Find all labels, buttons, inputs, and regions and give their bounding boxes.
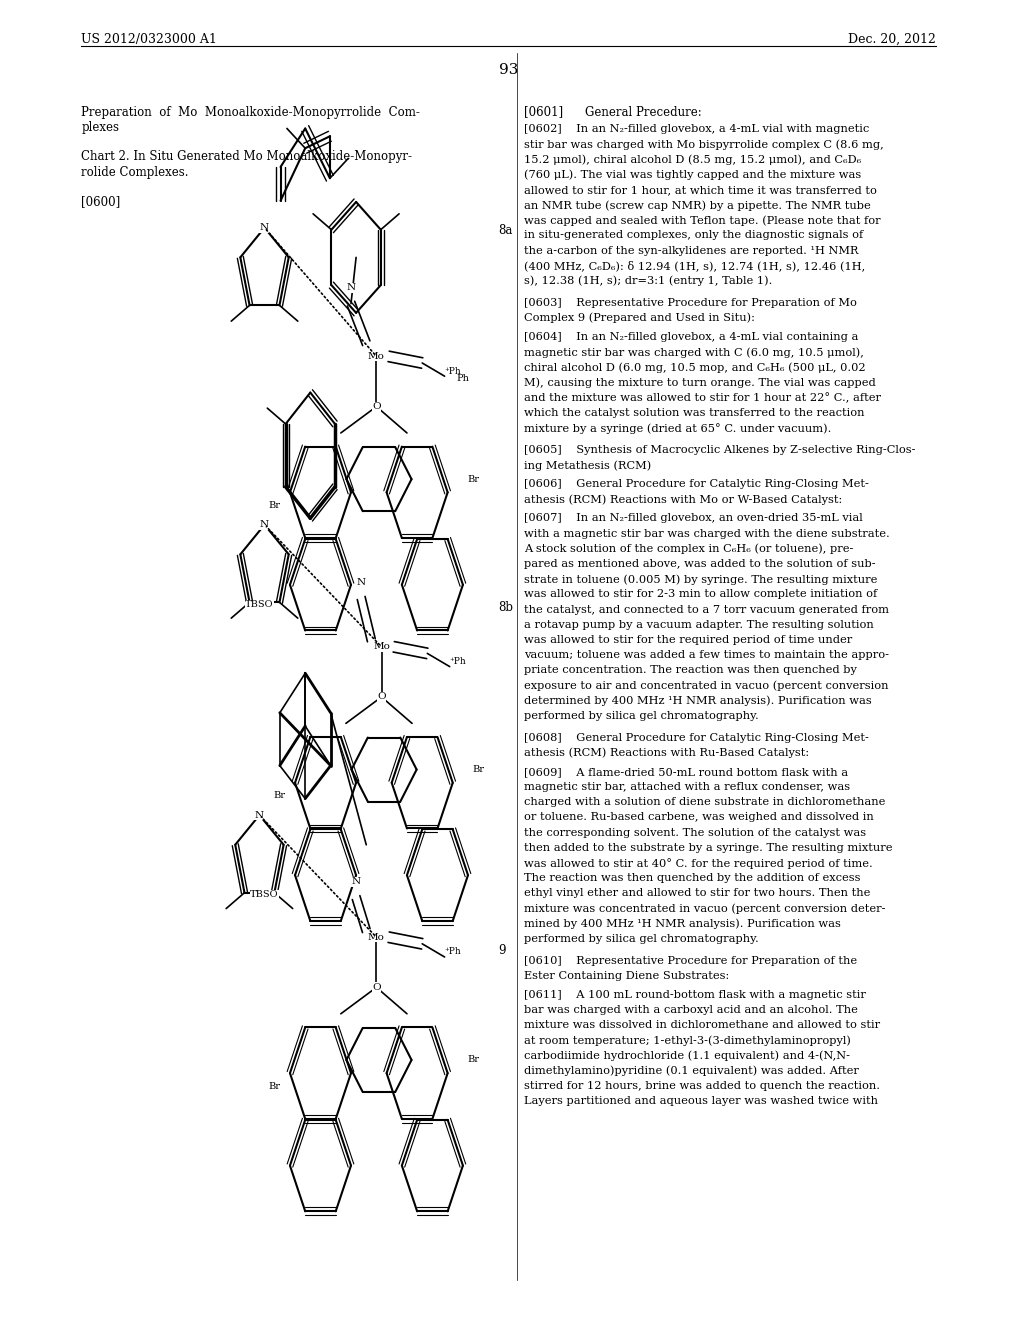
Text: was allowed to stir for the required period of time under: was allowed to stir for the required per… <box>524 635 852 645</box>
Text: O: O <box>377 693 386 701</box>
Text: bar was charged with a carboxyl acid and an alcohol. The: bar was charged with a carboxyl acid and… <box>524 1006 858 1015</box>
Text: ⁺Ph: ⁺Ph <box>444 948 462 957</box>
Text: [0603]    Representative Procedure for Preparation of Mo: [0603] Representative Procedure for Prep… <box>524 297 857 308</box>
Text: O: O <box>372 403 381 411</box>
Text: 93: 93 <box>499 63 518 78</box>
Text: N: N <box>351 878 360 886</box>
Text: dimethylamino)pyridine (0.1 equivalent) was added. After: dimethylamino)pyridine (0.1 equivalent) … <box>524 1067 859 1077</box>
Text: charged with a solution of diene substrate in dichloromethane: charged with a solution of diene substra… <box>524 797 886 808</box>
Text: then added to the substrate by a syringe. The resulting mixture: then added to the substrate by a syringe… <box>524 843 893 853</box>
Text: performed by silica gel chromatography.: performed by silica gel chromatography. <box>524 935 759 944</box>
Text: mixture was dissolved in dichloromethane and allowed to stir: mixture was dissolved in dichloromethane… <box>524 1020 880 1031</box>
Text: [0610]    Representative Procedure for Preparation of the: [0610] Representative Procedure for Prep… <box>524 956 857 966</box>
Text: [0601]: [0601] <box>524 106 563 119</box>
Text: [0611]    A 100 mL round-bottom flask with a magnetic stir: [0611] A 100 mL round-bottom flask with … <box>524 990 866 1001</box>
Text: Dec. 20, 2012: Dec. 20, 2012 <box>848 33 936 46</box>
Text: priate concentration. The reaction was then quenched by: priate concentration. The reaction was t… <box>524 665 857 676</box>
Text: Br: Br <box>467 475 479 483</box>
Text: 15.2 μmol), chiral alcohol D (8.5 mg, 15.2 μmol), and C₆D₆: 15.2 μmol), chiral alcohol D (8.5 mg, 15… <box>524 154 861 165</box>
Text: ⁺Ph: ⁺Ph <box>444 367 462 376</box>
Text: determined by 400 MHz ¹H NMR analysis). Purification was: determined by 400 MHz ¹H NMR analysis). … <box>524 696 871 706</box>
Text: exposure to air and concentrated in vacuo (percent conversion: exposure to air and concentrated in vacu… <box>524 681 889 692</box>
Text: or toluene. Ru-based carbene, was weighed and dissolved in: or toluene. Ru-based carbene, was weighe… <box>524 813 873 822</box>
Text: [0605]    Synthesis of Macrocyclic Alkenes by Z-selective Ring-Clos-: [0605] Synthesis of Macrocyclic Alkenes … <box>524 445 915 455</box>
Text: N: N <box>346 284 355 292</box>
Text: Complex 9 (Prepared and Used in Situ):: Complex 9 (Prepared and Used in Situ): <box>524 313 755 323</box>
Text: [0600]: [0600] <box>81 195 121 209</box>
Text: 9: 9 <box>499 944 506 957</box>
Text: mixture by a syringe (dried at 65° C. under vacuum).: mixture by a syringe (dried at 65° C. un… <box>524 422 831 434</box>
Text: the a-carbon of the syn-alkylidenes are reported. ¹H NMR: the a-carbon of the syn-alkylidenes are … <box>524 246 858 256</box>
Text: General Precedure:: General Precedure: <box>585 106 701 119</box>
Text: [0602]    In an N₂-filled glovebox, a 4-mL vial with magnetic: [0602] In an N₂-filled glovebox, a 4-mL … <box>524 124 869 135</box>
Text: a rotavap pump by a vacuum adapter. The resulting solution: a rotavap pump by a vacuum adapter. The … <box>524 620 873 630</box>
Text: N: N <box>356 578 366 586</box>
Text: [0608]    General Procedure for Catalytic Ring-Closing Met-: [0608] General Procedure for Catalytic R… <box>524 733 868 743</box>
Text: vacuum; toluene was added a few times to maintain the appro-: vacuum; toluene was added a few times to… <box>524 651 889 660</box>
Text: US 2012/0323000 A1: US 2012/0323000 A1 <box>81 33 217 46</box>
Text: strate in toluene (0.005 M) by syringe. The resulting mixture: strate in toluene (0.005 M) by syringe. … <box>524 574 878 585</box>
Text: mixture was concentrated in vacuo (percent conversion deter-: mixture was concentrated in vacuo (perce… <box>524 904 886 915</box>
Text: performed by silica gel chromatography.: performed by silica gel chromatography. <box>524 710 759 721</box>
Text: with a magnetic stir bar was charged with the diene substrate.: with a magnetic stir bar was charged wit… <box>524 528 890 539</box>
Text: Preparation  of  Mo  Monoalkoxide-Monopyrrolide  Com-: Preparation of Mo Monoalkoxide-Monopyrro… <box>81 106 420 119</box>
Text: ing Metathesis (RCM): ing Metathesis (RCM) <box>524 459 651 471</box>
Text: N: N <box>260 520 269 529</box>
Text: and the mixture was allowed to stir for 1 hour at 22° C., after: and the mixture was allowed to stir for … <box>524 393 881 404</box>
Text: [0609]    A flame-dried 50-mL round bottom flask with a: [0609] A flame-dried 50-mL round bottom … <box>524 767 848 777</box>
Text: allowed to stir for 1 hour, at which time it was transferred to: allowed to stir for 1 hour, at which tim… <box>524 185 877 195</box>
Text: mined by 400 MHz ¹H NMR analysis). Purification was: mined by 400 MHz ¹H NMR analysis). Purif… <box>524 919 841 929</box>
Text: pared as mentioned above, was added to the solution of sub-: pared as mentioned above, was added to t… <box>524 560 876 569</box>
Text: was allowed to stir at 40° C. for the required period of time.: was allowed to stir at 40° C. for the re… <box>524 858 872 869</box>
Text: ethyl vinyl ether and allowed to stir for two hours. Then the: ethyl vinyl ether and allowed to stir fo… <box>524 888 870 899</box>
Text: Br: Br <box>472 766 484 774</box>
Text: (400 MHz, C₆D₆): δ 12.94 (1H, s), 12.74 (1H, s), 12.46 (1H,: (400 MHz, C₆D₆): δ 12.94 (1H, s), 12.74 … <box>524 261 865 272</box>
Text: 8a: 8a <box>499 224 513 238</box>
Text: [0607]    In an N₂-filled glovebox, an oven-dried 35-mL vial: [0607] In an N₂-filled glovebox, an oven… <box>524 513 862 524</box>
Text: s), 12.38 (1H, s); dr=3:1 (entry 1, Table 1).: s), 12.38 (1H, s); dr=3:1 (entry 1, Tabl… <box>524 276 772 286</box>
Text: in situ-generated complexes, only the diagnostic signals of: in situ-generated complexes, only the di… <box>524 230 863 240</box>
Text: the catalyst, and connected to a 7 torr vacuum generated from: the catalyst, and connected to a 7 torr … <box>524 605 889 615</box>
Text: plexes: plexes <box>81 121 120 135</box>
Text: Br: Br <box>467 1056 479 1064</box>
Text: 8b: 8b <box>499 601 513 614</box>
Text: [0604]    In an N₂-filled glovebox, a 4-mL vial containing a: [0604] In an N₂-filled glovebox, a 4-mL … <box>524 331 858 342</box>
Text: chiral alcohol D (6.0 mg, 10.5 mop, and C₆H₆ (500 μL, 0.02: chiral alcohol D (6.0 mg, 10.5 mop, and … <box>524 362 865 374</box>
Text: Mo: Mo <box>368 352 385 360</box>
Text: athesis (RCM) Reactions with Ru-Based Catalyst:: athesis (RCM) Reactions with Ru-Based Ca… <box>524 747 809 759</box>
Text: The reaction was then quenched by the addition of excess: The reaction was then quenched by the ad… <box>524 874 860 883</box>
Text: Mo: Mo <box>373 643 390 651</box>
Text: carbodiimide hydrochloride (1.1 equivalent) and 4-(N,N-: carbodiimide hydrochloride (1.1 equivale… <box>524 1051 850 1061</box>
Text: TBSO: TBSO <box>250 891 279 899</box>
Text: Br: Br <box>268 1082 281 1090</box>
Text: TBSO: TBSO <box>245 601 273 609</box>
Text: an NMR tube (screw cap NMR) by a pipette. The NMR tube: an NMR tube (screw cap NMR) by a pipette… <box>524 199 870 211</box>
Text: stirred for 12 hours, brine was added to quench the reaction.: stirred for 12 hours, brine was added to… <box>524 1081 880 1092</box>
Text: athesis (RCM) Reactions with Mo or W-Based Catalyst:: athesis (RCM) Reactions with Mo or W-Bas… <box>524 494 842 506</box>
Text: M), causing the mixture to turn orange. The vial was capped: M), causing the mixture to turn orange. … <box>524 378 876 388</box>
Text: was allowed to stir for 2-3 min to allow complete initiation of: was allowed to stir for 2-3 min to allow… <box>524 589 878 599</box>
Text: Br: Br <box>268 502 281 510</box>
Text: A stock solution of the complex in C₆H₆ (or toluene), pre-: A stock solution of the complex in C₆H₆ … <box>524 544 853 554</box>
Text: magnetic stir bar was charged with C (6.0 mg, 10.5 μmol),: magnetic stir bar was charged with C (6.… <box>524 347 864 358</box>
Text: was capped and sealed with Teflon tape. (Please note that for: was capped and sealed with Teflon tape. … <box>524 215 881 226</box>
Text: which the catalyst solution was transferred to the reaction: which the catalyst solution was transfer… <box>524 408 864 418</box>
Text: Mo: Mo <box>368 933 385 941</box>
Text: [0606]    General Procedure for Catalytic Ring-Closing Met-: [0606] General Procedure for Catalytic R… <box>524 479 868 490</box>
Text: N: N <box>255 810 264 820</box>
Text: the corresponding solvent. The solution of the catalyst was: the corresponding solvent. The solution … <box>524 828 866 838</box>
Text: rolide Complexes.: rolide Complexes. <box>81 166 188 180</box>
Text: magnetic stir bar, attached with a reflux condenser, was: magnetic stir bar, attached with a reflu… <box>524 781 850 792</box>
Text: O: O <box>372 983 381 991</box>
Text: at room temperature; 1-ethyl-3-(3-dimethylaminopropyl): at room temperature; 1-ethyl-3-(3-dimeth… <box>524 1036 851 1047</box>
Text: Ph: Ph <box>457 375 469 383</box>
Text: ⁺Ph: ⁺Ph <box>450 657 467 667</box>
Text: (760 μL). The vial was tightly capped and the mixture was: (760 μL). The vial was tightly capped an… <box>524 169 861 181</box>
Text: Ester Containing Diene Substrates:: Ester Containing Diene Substrates: <box>524 972 729 981</box>
Text: Layers partitioned and aqueous layer was washed twice with: Layers partitioned and aqueous layer was… <box>524 1097 878 1106</box>
Text: stir bar was charged with Mo bispyrrolide complex C (8.6 mg,: stir bar was charged with Mo bispyrrolid… <box>524 140 884 150</box>
Text: N: N <box>260 223 269 232</box>
Text: Chart 2. In Situ Generated Mo Monoalkoxide-Monopyr-: Chart 2. In Situ Generated Mo Monoalkoxi… <box>81 150 413 164</box>
Text: Br: Br <box>273 792 286 800</box>
